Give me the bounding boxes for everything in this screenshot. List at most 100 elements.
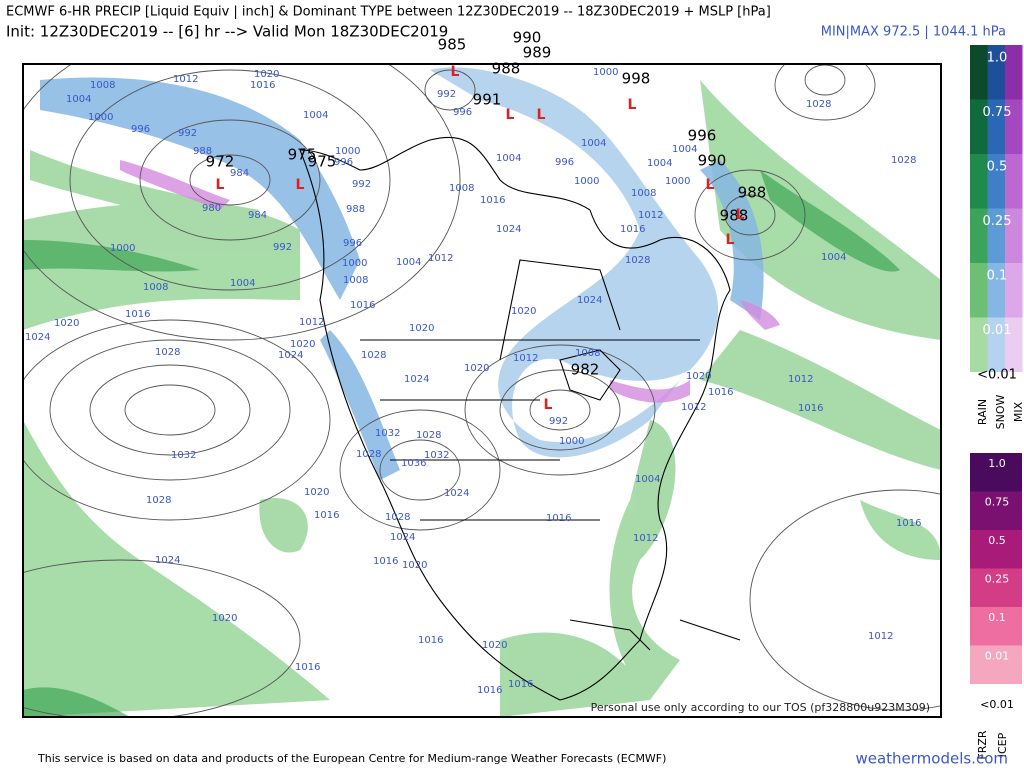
colorbar-label: 0.75 [983,105,1012,120]
isobar-label: 992 [437,89,456,100]
isobar-label: 1012 [428,253,453,264]
isobar-label: 1004 [496,153,521,164]
isobar-label: 996 [555,157,574,168]
type-label: RAIN [976,399,989,425]
isobar-label: 1020 [54,318,79,329]
pressure-center: 988 [492,60,521,78]
isobar-label: 992 [352,179,371,190]
below-label: <0.01 [980,698,1014,711]
isobar-label: 1020 [686,371,711,382]
isobar-label: 1008 [449,183,474,194]
colorbar-cell [1005,154,1023,209]
isobar-label: 996 [343,238,362,249]
low-symbol: L [451,64,460,80]
low-symbol: L [628,97,637,113]
isobar-label: 1012 [299,317,324,328]
pressure-center: 991 [473,91,502,109]
isobar-label: 1004 [672,144,697,155]
colorbar-cell [1005,317,1023,372]
pressure-center: 982 [571,361,600,379]
colorbar-cell [970,99,988,154]
low-symbol: L [296,177,305,193]
colorbar-cell [1005,45,1023,100]
isobar-label: 1028 [806,99,831,110]
pressure-center: 998 [622,70,651,88]
isobar-label: 1028 [356,449,381,460]
isobar-label: 1024 [444,488,469,499]
isobar-label: 1032 [171,450,196,461]
colorbar-label: 0.01 [983,323,1012,338]
pressure-center: 985 [438,36,467,54]
isobar-label: 1036 [401,458,426,469]
isobar-label: 1000 [559,436,584,447]
isobar-label: 1024 [390,532,415,543]
isobar-label: 1024 [496,224,521,235]
pressure-center: 988 [738,184,767,202]
type-label: ICEP [996,732,1009,757]
colorbar-label: 0.5 [988,534,1006,547]
isobar-label: 1028 [361,350,386,361]
title: ECMWF 6-HR PRECIP [Liquid Equiv | inch] … [6,5,771,20]
isobar-label: 1020 [212,613,237,624]
isobar-label: 1008 [143,282,168,293]
isobar-label: 1000 [342,258,367,269]
isobar-label: 988 [346,204,365,215]
isobar-label: 1016 [295,662,320,673]
isobar-label: 1020 [254,69,279,80]
colorbar-cell [970,263,988,318]
isobar-label: 1024 [155,555,180,566]
isobar-label: 1020 [304,487,329,498]
type-label: FRZR [976,730,989,760]
isobar-label: 992 [178,128,197,139]
isobar-label: 1016 [480,195,505,206]
colorbar-label: 0.75 [985,496,1010,509]
isobar-label: 1000 [335,146,360,157]
below-label: <0.01 [977,368,1017,383]
pressure-center: 990 [513,29,542,47]
isobar-label: 996 [334,157,353,168]
pressure-center: 975 [288,146,317,164]
credit: This service is based on data and produc… [37,752,666,765]
isobar-label: 1012 [633,533,658,544]
isobar-label: 992 [273,242,292,253]
colorbar-label: 1.0 [987,51,1008,66]
isobar-label: 1016 [418,635,443,646]
min-max: MIN|MAX 972.5 | 1044.1 hPa [821,25,1006,40]
colorbar-cell [987,99,1005,154]
isobar-label: 1016 [708,387,733,398]
type-label: SNOW [994,395,1007,430]
map-frame [22,63,942,718]
legend: 1.0 0.75 0.5 0.25 0.1 0.01 <0.01 RAIN SNOW MIX 1.0… [970,45,1024,760]
isobar-label: 1012 [173,74,198,85]
isobar-label: 1028 [891,155,916,166]
colorbar-label: 1.0 [988,457,1006,470]
isobar-label: 1016 [477,685,502,696]
isobar-label: 1016 [250,80,275,91]
low-symbol: L [544,397,553,413]
isobar-label: 1024 [577,295,602,306]
isobar-label: 984 [230,168,249,179]
isobar-label: 1020 [464,363,489,374]
isobar-label: 1020 [290,339,315,350]
pressure-center: 989 [523,44,552,62]
isobar-label: 1028 [146,495,171,506]
low-symbol: L [537,107,546,123]
colorbar-label: 0.1 [988,611,1006,624]
colorbar-label: 0.25 [983,214,1012,229]
isobar-label: 1004 [821,252,846,263]
type-label: MIX [1012,401,1024,422]
colorbar-cell [987,263,1005,318]
isobar-label: 1028 [385,512,410,523]
colorbar-cell [970,154,988,209]
colorbar-cell [987,317,1005,372]
colorbar-cell [970,491,1022,530]
isobar-label: 996 [453,107,472,118]
isobar-label: 1016 [896,518,921,529]
isobar-label: 1000 [665,176,690,187]
isobar-label: 1020 [482,640,507,651]
colorbar-cell [1005,208,1023,263]
colorbar-cell [970,568,1022,607]
site-link[interactable]: weathermodels.com [855,750,1008,768]
low-symbol: L [736,207,745,223]
